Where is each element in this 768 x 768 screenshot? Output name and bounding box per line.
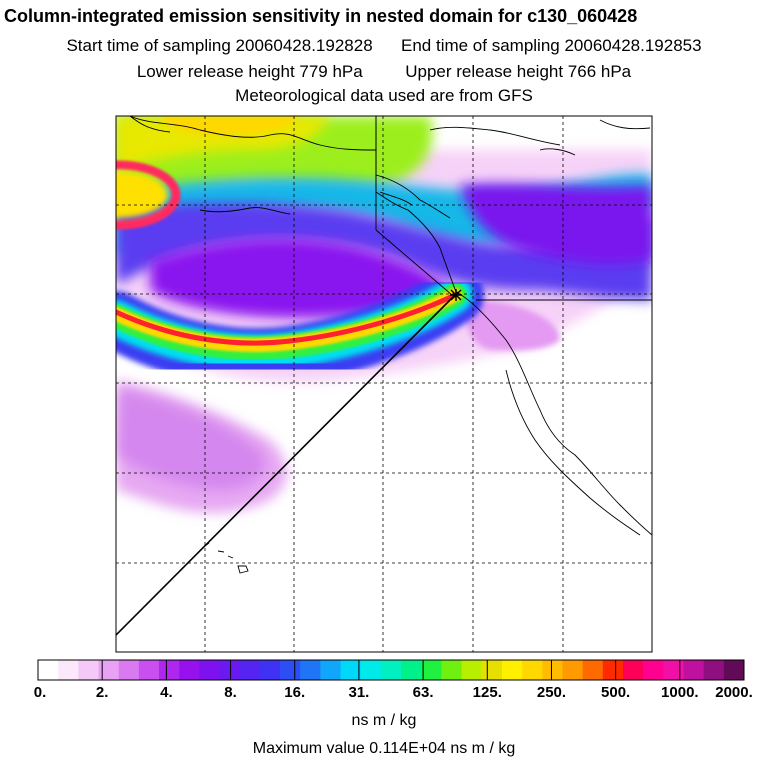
colorbar-cell [643,660,664,680]
upper-release-label: Upper release height 766 hPa [405,62,632,81]
colorbar-tick-label: 8. [224,684,237,701]
colorbar-tick-label: 63. [412,684,434,701]
colorbar-cell [481,660,503,680]
colorbar-cell [159,660,180,680]
colorbar-cells [38,660,745,680]
colorbar-cell [300,660,321,680]
release-height-line: Lower release height 779 hPa Upper relea… [0,62,768,82]
colorbar-cell [380,660,402,680]
lower-release-label: Lower release height 779 hPa [136,62,363,81]
colorbar-tick-label: 4. [160,684,173,701]
colorbar-cell [340,660,362,680]
colorbar-cell [199,660,221,680]
colorbar-cell [401,660,422,680]
colorbar-cell [602,660,624,680]
colorbar-tick-label: 1000. [661,684,699,701]
north-america-coastline [375,116,652,536]
colorbar-cell [239,660,261,680]
map-frame [115,115,653,653]
colorbar-cell [683,660,705,680]
colorbar-tick-label: 250. [536,684,567,701]
map-grid [116,116,652,652]
release-point-marker [450,289,462,301]
sampling-time-line: Start time of sampling 20060428.192828 E… [0,36,768,56]
colorbar-cell [118,660,140,680]
sensitivity-hotspot-ring [116,160,181,230]
colorbar-cell [58,660,79,680]
end-time-label: End time of sampling 20060428.192853 [401,36,702,55]
maximum-value-label: Maximum value 0.114E+04 ns m / kg [252,740,516,757]
colorbar-cell [421,660,442,680]
colorbar-cell [663,660,684,680]
colorbar-cell [360,660,382,680]
colorbar-tick-label: 0. [33,684,47,701]
colorbar-tick-label: 500. [601,684,631,701]
colorbar-cell [622,660,644,680]
colorbar-cell [78,660,100,680]
colorbar-tick-label: 125. [472,684,502,701]
colorbar-tick-label: 2000. [715,684,753,701]
plot-title: Column-integrated emission sensitivity i… [4,6,638,26]
met-data-label: Meteorological data used are from GFS [235,86,533,105]
colorbar-cell [542,660,563,680]
colorbar-cell [501,660,523,680]
colorbar-cell [320,660,342,680]
colorbar-cell [219,660,241,680]
colorbar-cell [98,660,120,680]
colorbar-cell [441,660,463,680]
colorbar-cell [461,660,483,680]
colorbar-cell [562,660,584,680]
colorbar-cell [138,660,160,680]
colorbar-tick-marks [101,660,681,680]
flight-track [116,291,459,636]
colorbar-unit-label: ns m / kg [351,712,417,729]
colorbar-cell [38,660,59,680]
colorbar-cell [582,660,604,680]
colorbar-cell [280,660,301,680]
colorbar-cell [259,660,281,680]
colorbar-cell [522,660,543,680]
colorbar-cell [703,660,725,680]
colorbar-cell [723,660,745,680]
colorbar-tick-label: 16. [284,684,306,701]
colorbar-cell [179,660,200,680]
start-time-label: Start time of sampling 20060428.192828 [66,36,373,55]
colorbar-tick-label: 31. [348,684,370,701]
colorbar-tick-label: 2. [95,684,109,701]
